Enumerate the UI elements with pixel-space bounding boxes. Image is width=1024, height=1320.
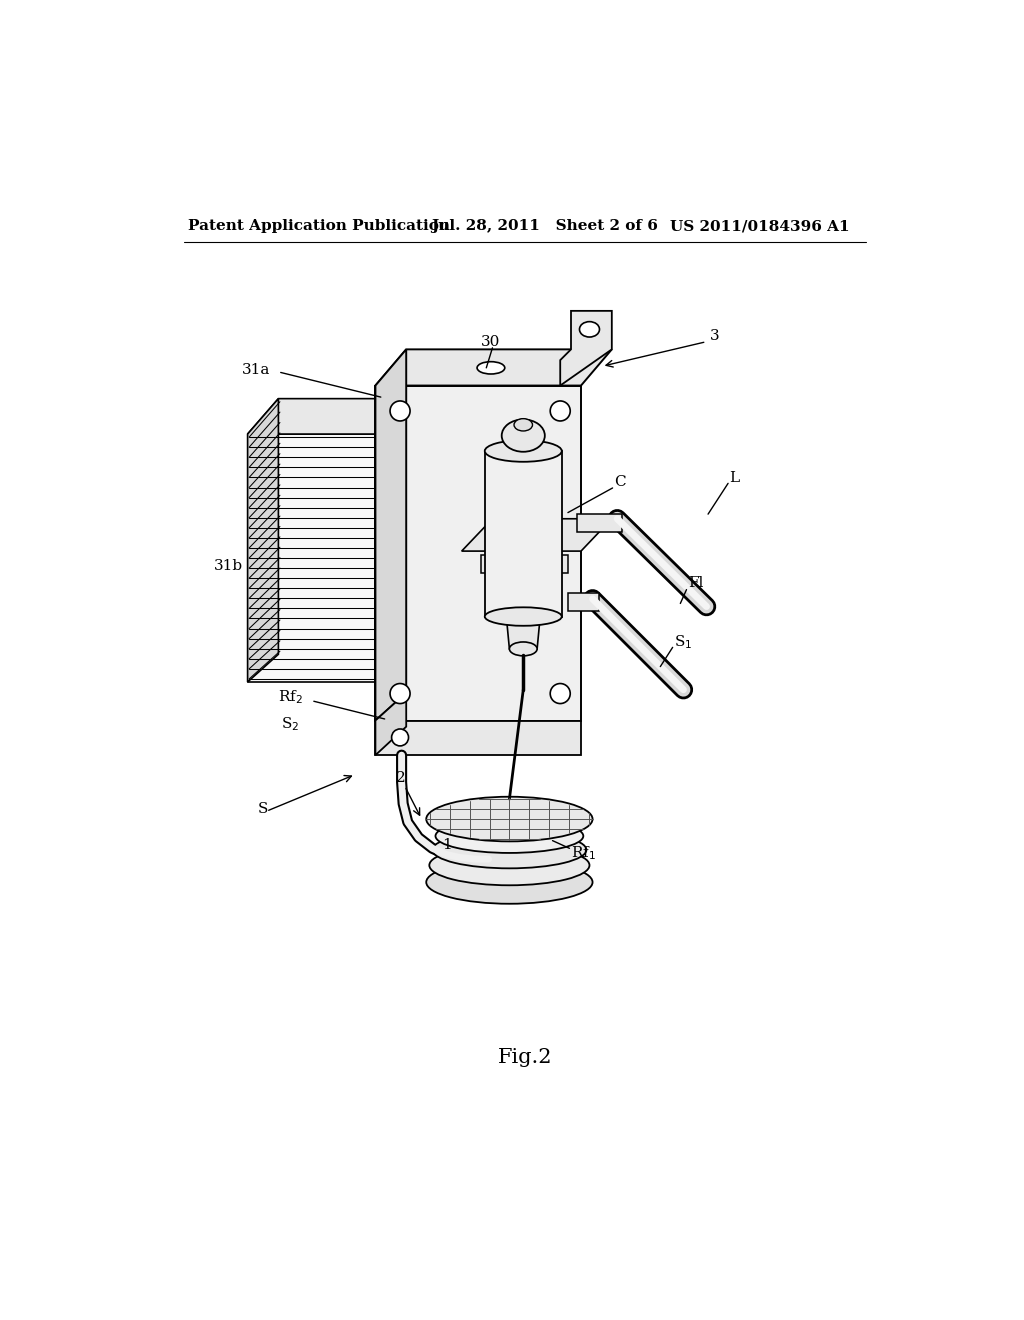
Polygon shape [568,594,599,611]
Polygon shape [248,399,279,682]
Polygon shape [376,721,581,755]
Ellipse shape [477,362,505,374]
Ellipse shape [484,441,562,462]
Ellipse shape [429,845,590,886]
Ellipse shape [502,420,545,451]
Text: 30: 30 [481,335,501,348]
Ellipse shape [514,418,532,430]
Polygon shape [376,350,611,385]
Text: Rf$_2$: Rf$_2$ [279,689,303,706]
Ellipse shape [432,832,587,869]
Text: 31a: 31a [243,363,270,378]
Ellipse shape [484,607,562,626]
Text: 3: 3 [710,329,719,342]
Polygon shape [248,399,407,434]
Text: Fig.2: Fig.2 [498,1048,552,1068]
Text: 31b: 31b [214,560,243,573]
Ellipse shape [509,642,538,656]
Text: Patent Application Publication: Patent Application Publication [188,219,451,234]
Polygon shape [481,554,568,573]
Polygon shape [462,519,611,552]
Text: Jul. 28, 2011   Sheet 2 of 6: Jul. 28, 2011 Sheet 2 of 6 [431,219,657,234]
Ellipse shape [550,684,570,704]
Polygon shape [376,385,581,721]
Polygon shape [376,693,407,755]
Polygon shape [578,515,622,532]
Polygon shape [376,350,407,721]
Text: Fl: Fl [688,577,703,590]
Polygon shape [560,312,611,385]
Ellipse shape [426,861,593,904]
Polygon shape [248,434,376,682]
Text: S$_1$: S$_1$ [674,634,692,651]
Text: L: L [730,471,739,484]
Ellipse shape [580,322,599,337]
Text: S$_2$: S$_2$ [281,715,299,733]
Ellipse shape [391,729,409,746]
Text: Rf$_1$: Rf$_1$ [571,843,596,862]
Text: S: S [258,803,268,816]
Polygon shape [506,616,541,649]
Ellipse shape [426,797,593,841]
Ellipse shape [435,818,584,853]
Ellipse shape [390,401,410,421]
Text: 2: 2 [396,771,406,785]
Ellipse shape [390,684,410,704]
Text: US 2011/0184396 A1: US 2011/0184396 A1 [670,219,849,234]
Polygon shape [484,451,562,616]
Text: C: C [614,475,626,488]
Text: 1: 1 [442,838,453,853]
Ellipse shape [550,401,570,421]
